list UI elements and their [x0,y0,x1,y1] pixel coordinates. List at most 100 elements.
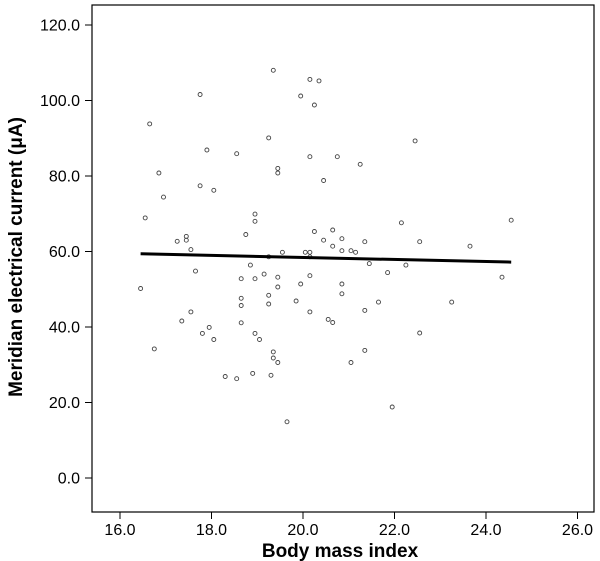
data-point-15 [199,330,205,336]
data-point-62 [311,229,317,234]
data-point-35 [261,271,267,277]
data-point-33 [252,330,258,336]
data-point-55 [307,76,313,82]
data-point-57 [307,249,313,255]
data-point-13 [197,92,203,97]
data-point-76 [348,360,354,365]
data-point-19 [211,337,217,342]
data-point-83 [376,299,381,305]
data-point-51 [293,298,299,304]
data-point-0 [138,286,144,291]
data-point-2 [147,121,153,127]
y-tick-label-1: 20.0 [49,395,80,412]
data-point-14 [197,183,203,189]
data-point-67 [330,227,336,233]
data-point-30 [252,211,258,217]
y-tick-label-6: 120.0 [40,18,80,35]
x-tick-label-4: 24.0 [470,522,501,539]
data-point-85 [389,404,395,410]
regression-line [140,252,512,264]
x-axis: 16.0 18.0 20.0 22.0 24.0 26.0 Body mass … [104,512,593,561]
data-point-12 [193,268,198,274]
data-point-79 [362,239,368,245]
data-point-32 [252,276,258,282]
data-point-28 [247,262,253,268]
data-point-56 [307,154,313,160]
data-point-54 [302,249,308,255]
data-point-50 [284,419,290,425]
data-point-53 [298,281,304,287]
data-point-48 [275,360,281,365]
data-point-1 [142,215,148,221]
data-point-92 [467,243,473,249]
data-point-52 [298,93,304,99]
data-point-3 [151,346,157,352]
data-point-41 [270,67,276,73]
y-axis-title: Meridian electrical current (μA) [6,117,27,397]
data-point-42 [270,349,276,355]
data-point-10 [188,247,194,253]
data-point-60 [307,309,313,315]
y-axis: 0.0 20.0 40.0 60.0 80.0 100.0 120.0 Meri… [6,18,92,488]
data-point-80 [362,307,368,313]
data-point-6 [174,238,180,244]
y-tick-label-5: 100.0 [40,93,80,110]
data-point-81 [362,347,368,353]
data-point-68 [330,243,336,249]
data-point-23 [238,276,244,282]
data-point-11 [188,309,194,315]
data-point-20 [222,374,228,379]
data-point-49 [279,249,285,255]
data-point-93 [499,274,505,280]
data-point-4 [156,170,162,176]
data-point-63 [316,78,322,84]
x-tick-label-2: 20.0 [287,522,318,539]
data-point-59 [307,273,313,279]
data-point-73 [339,281,345,287]
data-point-27 [243,232,249,237]
data-point-9 [183,237,189,243]
data-point-7 [179,318,185,324]
y-tick-label-4: 80.0 [49,169,80,186]
data-point-25 [238,303,244,308]
data-point-39 [266,301,272,307]
data-point-61 [311,102,317,108]
data-point-82 [366,261,372,267]
data-point-84 [385,270,391,276]
data-point-45 [275,170,281,176]
data-point-66 [325,316,331,322]
data-point-71 [339,236,345,242]
data-point-89 [417,239,423,245]
y-tick-label-0: 0.0 [58,471,80,488]
data-point-70 [334,154,340,160]
data-point-24 [238,295,244,301]
data-point-34 [257,337,262,342]
data-point-86 [398,220,404,226]
data-point-16 [204,147,210,153]
data-point-29 [250,370,256,376]
x-tick-label-3: 22.0 [379,522,410,539]
data-point-74 [339,291,345,297]
plot-frame [91,4,595,513]
data-point-43 [270,355,276,361]
data-point-22 [234,376,240,382]
data-point-40 [268,372,274,378]
data-point-77 [353,249,359,255]
data-point-64 [321,178,327,183]
data-point-78 [357,161,363,167]
data-point-46 [275,274,281,280]
data-point-44 [275,165,281,171]
data-point-65 [321,237,327,243]
data-point-26 [238,320,244,326]
data-point-5 [161,194,166,200]
data-point-21 [234,151,240,157]
x-axis-title: Body mass index [262,541,419,561]
data-point-31 [252,218,258,224]
data-point-75 [348,248,354,254]
data-point-90 [417,330,423,336]
data-point-72 [339,248,345,254]
data-point-87 [403,262,409,268]
data-point-36 [266,135,272,141]
data-point-88 [412,138,418,144]
